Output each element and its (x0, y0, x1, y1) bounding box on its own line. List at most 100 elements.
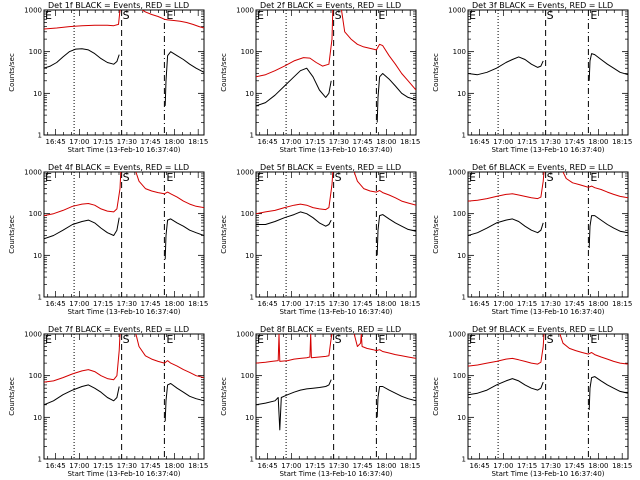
events-series-line (376, 214, 416, 256)
y-tick-label: 10 (245, 90, 254, 98)
plot-frame (255, 171, 417, 298)
saa-marker-letter: S (547, 333, 554, 346)
x-tick-label: 16:45 (258, 462, 278, 470)
y-tick-label: 100 (453, 48, 466, 56)
y-tick-label: 10 (245, 414, 254, 422)
detector-panel: Det 8f BLACK = Events, RED = LLD 1 10 100 10… (220, 325, 420, 478)
plot-frame (43, 9, 205, 136)
y-tick-label: 1000 (448, 331, 466, 339)
detector-panel: Det 4f BLACK = Events, RED = LLD 1 10 100 10… (8, 163, 208, 316)
y-tick-label: 1000 (448, 7, 466, 15)
y-tick-label: 10 (33, 90, 42, 98)
y-axis-label: Counts/sec (432, 377, 440, 416)
detector-panel: Det 1f BLACK = Events, RED = LLD 1 10 100 10… (8, 1, 208, 154)
x-axis-label: Start Time (13-Feb-10 16:37:40) (279, 470, 392, 478)
events-series-line (256, 67, 332, 107)
y-tick-label: 1000 (236, 331, 254, 339)
events-series-line (588, 376, 628, 411)
x-tick-label: 18:15 (188, 300, 208, 308)
x-tick-label: 18:15 (400, 300, 420, 308)
y-tick-label: 100 (29, 48, 42, 56)
x-axis-label: Start Time (13-Feb-10 16:37:40) (279, 308, 392, 316)
y-tick-label: 1 (38, 456, 42, 464)
plot-frame (467, 171, 629, 298)
lld-series-line (341, 10, 416, 91)
events-series-line (256, 379, 332, 431)
y-tick-label: 100 (241, 372, 254, 380)
x-tick-label: 17:15 (93, 138, 113, 146)
x-tick-label: 18:00 (164, 138, 184, 146)
x-tick-label: 17:00 (281, 462, 301, 470)
x-tick-label: 18:15 (400, 462, 420, 470)
y-tick-label: 1000 (236, 169, 254, 177)
plot-frame (43, 333, 205, 460)
x-tick-label: 17:30 (117, 300, 137, 308)
x-tick-label: 17:45 (141, 138, 161, 146)
x-tick-label: 17:15 (517, 138, 537, 146)
x-tick-label: 18:15 (188, 462, 208, 470)
events-series-line (588, 53, 628, 81)
x-tick-label: 17:45 (565, 138, 585, 146)
x-tick-label: 18:15 (188, 138, 208, 146)
saa-marker-letter: S (547, 171, 554, 184)
lld-series-line (468, 172, 545, 202)
events-series-line (44, 384, 120, 406)
lld-series-line (44, 334, 121, 383)
x-axis-label: Start Time (13-Feb-10 16:37:40) (67, 146, 180, 154)
y-tick-label: 10 (457, 90, 466, 98)
x-tick-label: 17:30 (329, 138, 349, 146)
y-tick-label: 1 (250, 132, 254, 140)
panel-title: Det 4f BLACK = Events, RED = LLD (48, 163, 189, 172)
start-marker-letter: E (469, 333, 476, 346)
x-tick-label: 17:30 (329, 300, 349, 308)
y-tick-label: 10 (457, 414, 466, 422)
y-tick-label: 1 (462, 294, 466, 302)
lld-series-line (353, 172, 416, 206)
x-tick-label: 17:00 (493, 300, 513, 308)
panel-title: Det 1f BLACK = Events, RED = LLD (48, 1, 189, 10)
x-axis-label: Start Time (13-Feb-10 16:37:40) (67, 470, 180, 478)
end-marker-letter: E (166, 9, 173, 22)
y-tick-label: 1 (250, 294, 254, 302)
events-series-line (468, 56, 544, 76)
y-tick-label: 100 (29, 210, 42, 218)
lld-series-line (256, 172, 334, 215)
panel-title: Det 2f BLACK = Events, RED = LLD (260, 1, 401, 10)
start-marker-letter: E (45, 171, 52, 184)
plot-frame (255, 9, 417, 136)
y-axis-label: Counts/sec (220, 53, 228, 92)
detector-panel: Det 9f BLACK = Events, RED = LLD 1 10 100 10… (432, 325, 632, 478)
y-axis-label: Counts/sec (432, 215, 440, 254)
x-tick-label: 16:45 (258, 138, 278, 146)
panel-title: Det 9f BLACK = Events, RED = LLD (472, 325, 613, 334)
detector-panel: Det 6f BLACK = Events, RED = LLD 1 10 100 10… (432, 163, 632, 316)
x-tick-label: 16:45 (470, 300, 490, 308)
plot-frame (43, 171, 205, 298)
x-tick-label: 17:45 (353, 300, 373, 308)
y-tick-label: 1000 (24, 7, 42, 15)
x-tick-label: 17:00 (69, 138, 89, 146)
lld-series-line (135, 172, 204, 209)
panel-title: Det 3f BLACK = Events, RED = LLD (472, 1, 613, 10)
y-axis-label: Counts/sec (220, 215, 228, 254)
y-tick-label: 1 (462, 132, 466, 140)
x-tick-label: 16:45 (46, 138, 66, 146)
x-tick-label: 17:15 (305, 462, 325, 470)
start-marker-letter: E (45, 333, 52, 346)
y-tick-label: 10 (457, 252, 466, 260)
x-tick-label: 18:00 (376, 300, 396, 308)
x-tick-label: 17:30 (541, 462, 561, 470)
end-marker-letter: E (590, 333, 597, 346)
y-tick-label: 10 (33, 414, 42, 422)
y-axis-label: Counts/sec (8, 53, 16, 92)
y-axis-label: Counts/sec (432, 53, 440, 92)
events-series-line (468, 218, 544, 236)
saa-marker-letter: S (335, 9, 342, 22)
detector-panel: Det 5f BLACK = Events, RED = LLD 1 10 100 10… (220, 163, 420, 316)
events-series-line (164, 51, 204, 106)
saa-marker-letter: S (335, 171, 342, 184)
y-tick-label: 1 (462, 456, 466, 464)
x-axis-label: Start Time (13-Feb-10 16:37:40) (67, 308, 180, 316)
y-tick-label: 100 (453, 372, 466, 380)
y-tick-label: 100 (453, 210, 466, 218)
